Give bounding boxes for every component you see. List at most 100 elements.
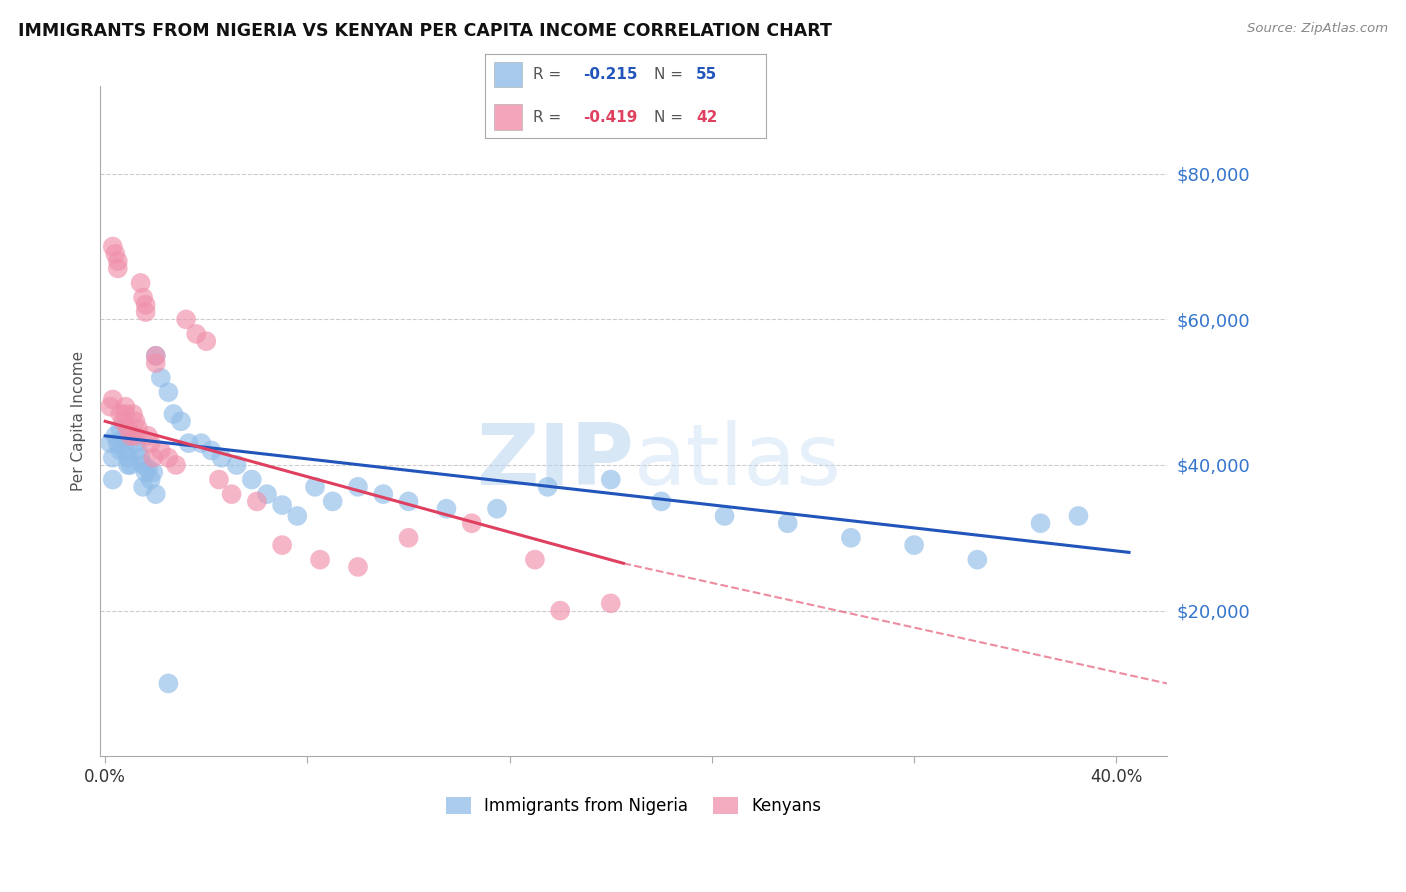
Point xyxy=(650,494,672,508)
Point xyxy=(132,291,155,305)
Point xyxy=(110,407,132,421)
Point xyxy=(127,421,149,435)
Point xyxy=(548,604,571,618)
Point xyxy=(107,436,129,450)
Text: 55: 55 xyxy=(696,67,717,82)
Point xyxy=(136,429,159,443)
Point xyxy=(162,407,184,421)
Point xyxy=(170,414,193,428)
Point xyxy=(256,487,278,501)
Point xyxy=(117,458,139,472)
Point xyxy=(322,494,344,508)
Point xyxy=(436,501,458,516)
Point xyxy=(101,473,124,487)
Point xyxy=(485,501,508,516)
Point xyxy=(157,450,180,465)
Point xyxy=(177,436,200,450)
Point xyxy=(149,443,172,458)
Legend: Immigrants from Nigeria, Kenyans: Immigrants from Nigeria, Kenyans xyxy=(439,790,828,822)
Point xyxy=(117,421,139,435)
Point xyxy=(149,370,172,384)
Text: N =: N = xyxy=(654,67,688,82)
Point xyxy=(107,261,129,276)
Point xyxy=(839,531,862,545)
Point xyxy=(398,531,420,545)
Text: atlas: atlas xyxy=(634,420,842,503)
Text: IMMIGRANTS FROM NIGERIA VS KENYAN PER CAPITA INCOME CORRELATION CHART: IMMIGRANTS FROM NIGERIA VS KENYAN PER CA… xyxy=(18,22,832,40)
Point xyxy=(599,473,621,487)
Point xyxy=(186,326,208,341)
Point xyxy=(104,429,127,443)
Point xyxy=(240,473,263,487)
Point xyxy=(135,298,157,312)
Point xyxy=(145,487,167,501)
Point xyxy=(114,407,136,421)
Point xyxy=(174,312,197,326)
Point xyxy=(101,392,124,407)
Point xyxy=(142,450,165,465)
Point xyxy=(98,400,121,414)
Point xyxy=(903,538,925,552)
Text: -0.419: -0.419 xyxy=(583,110,638,125)
Bar xyxy=(494,104,522,130)
Point xyxy=(135,305,157,319)
Point xyxy=(139,436,162,450)
Point xyxy=(114,400,136,414)
Point xyxy=(165,458,187,472)
Point xyxy=(132,458,155,472)
Bar xyxy=(494,62,522,87)
Point xyxy=(135,465,157,479)
Point xyxy=(271,538,294,552)
Point xyxy=(461,516,484,531)
Point xyxy=(110,443,132,458)
Point xyxy=(271,498,294,512)
Point xyxy=(124,414,146,428)
Point xyxy=(536,480,558,494)
Point xyxy=(145,356,167,370)
Point xyxy=(127,443,149,458)
Point xyxy=(221,487,243,501)
Point xyxy=(111,433,134,447)
Point xyxy=(211,450,233,465)
Y-axis label: Per Capita Income: Per Capita Income xyxy=(72,351,86,491)
Text: R =: R = xyxy=(533,67,567,82)
Point xyxy=(145,349,167,363)
Point xyxy=(1067,508,1090,523)
Point xyxy=(111,414,134,428)
Point xyxy=(122,407,145,421)
Point xyxy=(122,429,145,443)
Point xyxy=(225,458,247,472)
Point xyxy=(120,458,142,472)
Point xyxy=(347,560,370,574)
Point xyxy=(114,443,136,458)
Point xyxy=(398,494,420,508)
Point xyxy=(599,596,621,610)
Text: Source: ZipAtlas.com: Source: ZipAtlas.com xyxy=(1247,22,1388,36)
Point xyxy=(304,480,326,494)
Text: N =: N = xyxy=(654,110,688,125)
Point xyxy=(124,429,146,443)
Point xyxy=(157,385,180,400)
Point xyxy=(120,429,142,443)
Point xyxy=(142,465,165,479)
Point xyxy=(523,552,546,566)
Point xyxy=(200,443,222,458)
Point xyxy=(139,473,162,487)
Text: ZIP: ZIP xyxy=(475,420,634,503)
Point xyxy=(110,421,132,435)
Point xyxy=(129,276,152,290)
Point xyxy=(309,552,332,566)
Point xyxy=(129,450,152,465)
Point xyxy=(966,552,988,566)
Point xyxy=(145,349,167,363)
Point xyxy=(101,450,124,465)
Point xyxy=(98,436,121,450)
Point xyxy=(208,473,231,487)
Point xyxy=(373,487,395,501)
Point xyxy=(136,461,159,475)
Point xyxy=(347,480,370,494)
Point xyxy=(1029,516,1052,531)
Text: -0.215: -0.215 xyxy=(583,67,638,82)
Point xyxy=(285,508,308,523)
Point xyxy=(246,494,269,508)
